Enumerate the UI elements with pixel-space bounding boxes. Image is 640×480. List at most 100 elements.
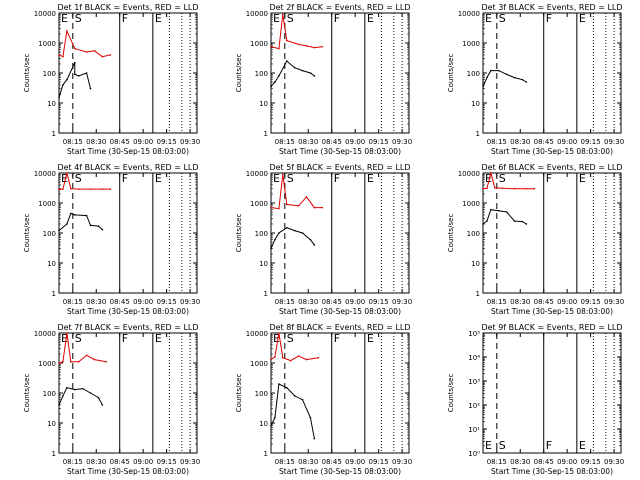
chart-panel: Det 2f BLACK = Events, RED = LLD 1 10 100 10… xyxy=(235,3,412,156)
x-tick-label: 08:45 xyxy=(110,138,130,146)
y-tick-label: 1 xyxy=(52,290,56,298)
data-point xyxy=(305,196,308,198)
x-tick-label: 08:45 xyxy=(534,458,554,466)
event-marker-label: S xyxy=(75,12,82,25)
data-point xyxy=(497,69,500,72)
x-tick-label: 09:30 xyxy=(180,138,200,146)
data-point xyxy=(101,55,104,58)
data-point xyxy=(66,172,68,174)
data-point xyxy=(93,49,96,52)
data-point xyxy=(101,404,104,406)
y-tick-label: 1 xyxy=(52,130,56,138)
y-tick-label: 1000 xyxy=(38,40,56,48)
plot-frame xyxy=(270,172,410,294)
data-point xyxy=(285,203,288,206)
x-tick-label: 09:00 xyxy=(133,458,153,466)
y-tick-label: 10³ xyxy=(468,378,480,386)
x-tick-label: 08:30 xyxy=(298,298,318,306)
data-point xyxy=(93,358,96,361)
data-point xyxy=(77,360,80,363)
data-point xyxy=(278,207,280,210)
data-point xyxy=(77,188,80,190)
data-point xyxy=(505,211,508,213)
data-point xyxy=(486,220,488,222)
data-point xyxy=(66,78,68,81)
data-point xyxy=(486,187,488,190)
events-series-line xyxy=(482,209,527,225)
events-series-line xyxy=(58,387,103,406)
y-tick-label: 10 xyxy=(471,100,480,108)
event-marker-label: S xyxy=(75,172,82,185)
events-series-line xyxy=(58,212,103,231)
x-tick-label: 08:15 xyxy=(275,138,295,146)
chart-panel: Det 9f BLACK = Events, RED = LLD 10⁰ 10¹ 10… xyxy=(447,323,624,476)
data-point xyxy=(282,173,284,176)
x-tick-label: 09:00 xyxy=(557,298,577,306)
event-marker-label: F xyxy=(122,332,128,345)
x-tick-label: 09:00 xyxy=(345,138,365,146)
y-tick-label: 10 xyxy=(47,260,56,268)
data-point xyxy=(301,232,304,234)
y-tick-label: 10 xyxy=(47,100,56,108)
chart-panel: Det 4f BLACK = Events, RED = LLD 1 10 100 10… xyxy=(23,163,200,316)
x-tick-label: 09:30 xyxy=(392,458,412,466)
data-point xyxy=(282,13,284,16)
data-point xyxy=(301,69,304,72)
y-tick-label: 100 xyxy=(43,230,56,238)
data-point xyxy=(89,87,92,90)
data-point xyxy=(490,172,492,174)
chart-panel: Det 6f BLACK = Events, RED = LLD 1 10 100 10… xyxy=(447,163,624,316)
event-marker-label: E xyxy=(485,439,492,452)
data-point xyxy=(85,214,88,217)
x-tick-label: 09:00 xyxy=(345,298,365,306)
data-point xyxy=(270,206,272,209)
chart-title: Det 6f BLACK = Events, RED = LLD xyxy=(481,163,622,172)
x-tick-label: 08:45 xyxy=(322,458,342,466)
data-point xyxy=(301,398,304,401)
chart-title: Det 9f BLACK = Events, RED = LLD xyxy=(481,323,622,332)
x-axis-label: Start Time (30-Sep-15 08:03:00) xyxy=(279,307,401,316)
x-axis-label: Start Time (30-Sep-15 08:03:00) xyxy=(491,147,613,156)
x-tick-label: 08:30 xyxy=(510,458,530,466)
y-tick-label: 1000 xyxy=(250,200,268,208)
x-tick-label: 09:30 xyxy=(392,298,412,306)
data-point xyxy=(285,39,288,42)
data-point xyxy=(282,356,284,359)
x-tick-label: 08:45 xyxy=(110,298,130,306)
event-marker-label: E xyxy=(485,172,492,185)
data-point xyxy=(533,187,536,190)
event-marker-label: S xyxy=(287,332,294,345)
y-tick-label: 10 xyxy=(259,260,268,268)
event-marker-label: E xyxy=(155,172,162,185)
event-marker-label: E xyxy=(273,332,280,345)
data-point xyxy=(66,386,68,389)
data-point xyxy=(58,362,60,364)
y-axis-label: Counts/sec xyxy=(447,374,455,413)
data-point xyxy=(58,96,60,99)
x-tick-label: 09:30 xyxy=(604,298,624,306)
y-tick-label: 10⁵ xyxy=(468,330,480,338)
x-tick-label: 08:30 xyxy=(510,298,530,306)
y-tick-label: 100 xyxy=(467,230,480,238)
data-point xyxy=(73,214,76,216)
y-tick-label: 10000 xyxy=(34,330,56,338)
data-point xyxy=(293,66,296,69)
data-point xyxy=(497,209,500,212)
event-marker-label: E xyxy=(579,172,586,185)
data-point xyxy=(505,73,508,76)
event-marker-label: F xyxy=(546,12,552,25)
data-point xyxy=(317,356,320,359)
plot-frame xyxy=(58,172,198,294)
y-axis-label: Counts/sec xyxy=(23,54,31,93)
chart-title: Det 5f BLACK = Events, RED = LLD xyxy=(269,163,410,172)
event-marker-label: F xyxy=(334,12,340,25)
event-marker-label: F xyxy=(122,12,128,25)
x-tick-label: 08:30 xyxy=(86,138,106,146)
y-tick-label: 1 xyxy=(264,450,268,458)
plot-frame xyxy=(482,172,622,294)
data-point xyxy=(486,76,488,79)
x-tick-label: 08:15 xyxy=(275,298,295,306)
data-point xyxy=(109,54,112,56)
data-point xyxy=(85,354,88,357)
event-marker-label: S xyxy=(499,172,506,185)
